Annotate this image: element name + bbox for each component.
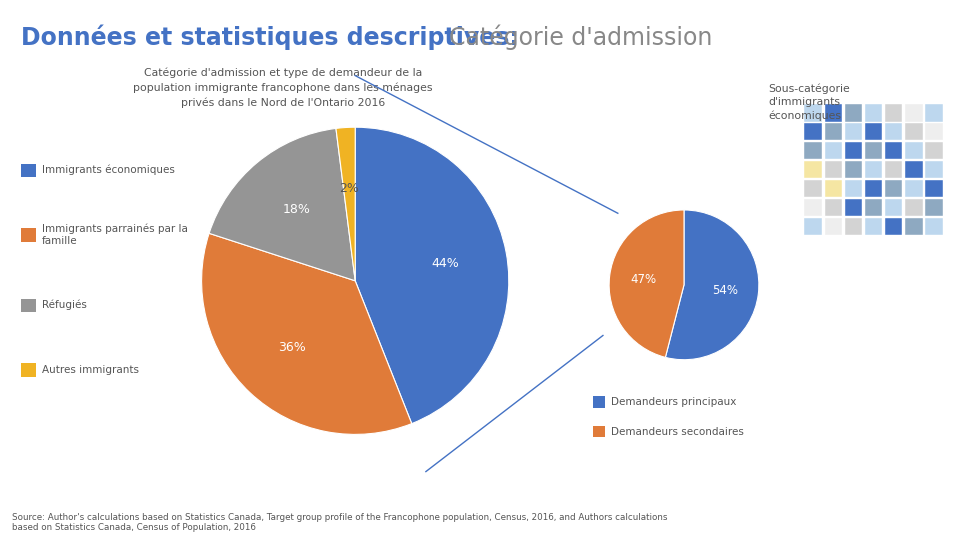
Text: 54%: 54% xyxy=(712,284,738,296)
Text: 44%: 44% xyxy=(432,257,460,270)
Text: 2%: 2% xyxy=(340,183,359,195)
Text: Réfugiés: Réfugiés xyxy=(42,300,87,310)
Text: 47%: 47% xyxy=(630,273,657,286)
Wedge shape xyxy=(209,129,355,281)
Text: Immigrants économiques: Immigrants économiques xyxy=(42,165,175,176)
Text: Sous-catégorie
d'immigrants
économiques: Sous-catégorie d'immigrants économiques xyxy=(768,84,850,122)
Wedge shape xyxy=(610,210,684,357)
Text: 18%: 18% xyxy=(282,203,310,217)
Text: 36%: 36% xyxy=(278,341,306,354)
Text: Source: Author's calculations based on Statistics Canada, Target group profile o: Source: Author's calculations based on S… xyxy=(12,512,667,532)
Text: Autres immigrants: Autres immigrants xyxy=(42,365,139,375)
Wedge shape xyxy=(202,233,412,434)
Wedge shape xyxy=(336,127,355,281)
Wedge shape xyxy=(665,210,758,360)
Text: Immigrants parrainés par la
famille: Immigrants parrainés par la famille xyxy=(42,224,188,246)
Text: Demandeurs secondaires: Demandeurs secondaires xyxy=(611,427,743,437)
Text: Catégorie d'admission et type de demandeur de la
population immigrante francopho: Catégorie d'admission et type de demande… xyxy=(133,68,433,107)
Text: Données et statistiques descriptives:: Données et statistiques descriptives: xyxy=(21,24,518,50)
Text: Catégorie d'admission: Catégorie d'admission xyxy=(449,24,712,50)
Text: Demandeurs principaux: Demandeurs principaux xyxy=(611,397,736,407)
Wedge shape xyxy=(355,127,509,423)
